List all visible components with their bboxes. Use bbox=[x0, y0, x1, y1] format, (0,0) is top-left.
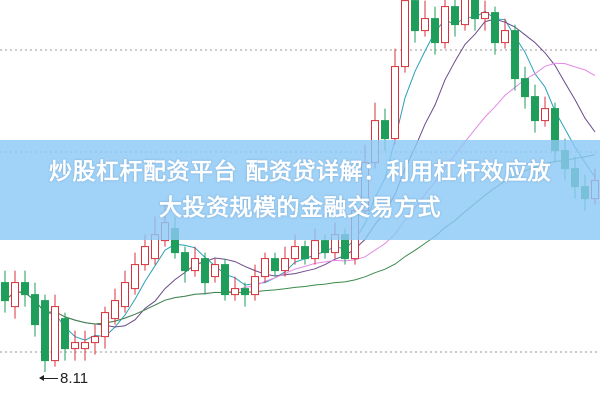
candle-body-52 bbox=[521, 78, 529, 98]
candle-body-47 bbox=[471, 0, 479, 20]
candle-body-50 bbox=[501, 30, 509, 44]
candle-body-23 bbox=[231, 288, 239, 296]
candle-body-27 bbox=[271, 258, 279, 272]
candle-body-32 bbox=[321, 240, 329, 254]
candle-body-49 bbox=[491, 12, 499, 44]
banner-title-line-2: 大投资规模的金融交易方式 bbox=[159, 195, 441, 221]
candle-body-14 bbox=[141, 246, 149, 266]
candle-body-22 bbox=[221, 264, 229, 296]
candle-body-53 bbox=[531, 96, 539, 122]
candle-body-11 bbox=[111, 300, 119, 320]
candle-body-54 bbox=[541, 108, 549, 122]
candle-body-13 bbox=[131, 264, 139, 290]
low-price-label: 8.11 bbox=[60, 370, 89, 387]
candle-body-44 bbox=[441, 6, 449, 44]
candle-body-2 bbox=[21, 282, 29, 296]
candle-body-42 bbox=[421, 18, 429, 32]
candle-body-6 bbox=[61, 318, 69, 350]
candle-body-19 bbox=[191, 258, 199, 272]
candle-body-3 bbox=[31, 294, 39, 326]
candle-body-39 bbox=[391, 66, 399, 140]
candle-body-4 bbox=[41, 300, 49, 362]
candle-body-1 bbox=[11, 282, 19, 308]
candle-body-28 bbox=[281, 258, 289, 272]
candle-body-5 bbox=[51, 306, 59, 362]
candle-body-25 bbox=[251, 276, 259, 296]
candle-body-31 bbox=[311, 240, 319, 260]
candle-body-46 bbox=[461, 0, 469, 26]
candle-body-21 bbox=[211, 264, 219, 278]
candle-body-12 bbox=[121, 282, 129, 308]
candle-body-41 bbox=[411, 0, 419, 32]
low-price-arrow-icon bbox=[39, 375, 58, 381]
candle-body-38 bbox=[381, 120, 389, 140]
candle-body-45 bbox=[451, 6, 459, 26]
candle-body-43 bbox=[431, 18, 439, 44]
candle-body-29 bbox=[291, 246, 299, 260]
candle-body-7 bbox=[71, 342, 79, 350]
candle-body-51 bbox=[511, 30, 519, 80]
candle-body-0 bbox=[1, 282, 9, 302]
candle-body-40 bbox=[401, 0, 409, 68]
candle-body-18 bbox=[181, 252, 189, 272]
candle-body-30 bbox=[301, 246, 309, 260]
candle-body-24 bbox=[241, 288, 249, 296]
candle-body-26 bbox=[261, 258, 269, 278]
candle-body-48 bbox=[481, 12, 489, 20]
banner-title-line-1: 炒股杠杆配资平台 配资贷详解：利用杠杆效应放 bbox=[48, 159, 551, 185]
title-banner: 炒股杠杆配资平台 配资贷详解：利用杠杆效应放 大投资规模的金融交易方式 bbox=[0, 140, 600, 240]
candle-body-20 bbox=[201, 258, 209, 284]
candle-body-8 bbox=[81, 342, 89, 350]
candle-body-10 bbox=[101, 312, 109, 338]
candle-body-9 bbox=[91, 336, 99, 344]
